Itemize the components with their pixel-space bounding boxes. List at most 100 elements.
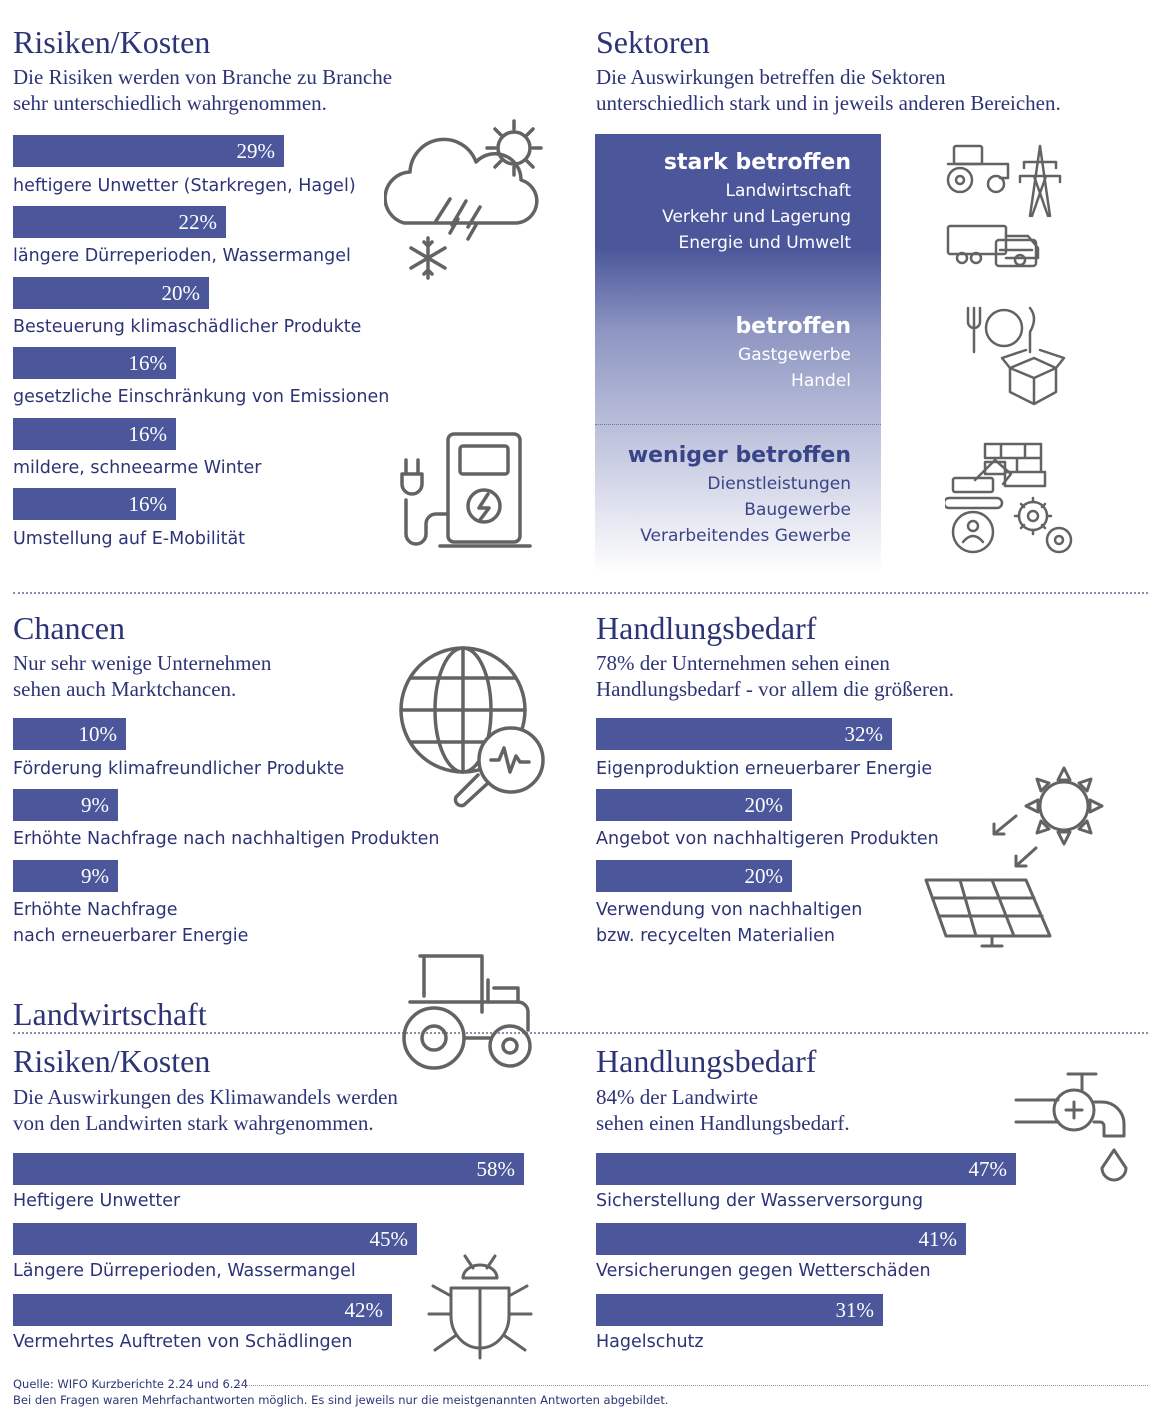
sector-heading: stark betroffen — [663, 150, 851, 175]
bar-label: Besteuerung klimaschädlicher Produkte — [13, 317, 362, 337]
bar-chance-1: 9% — [13, 789, 118, 821]
bar-value: 9% — [81, 864, 109, 888]
sector-item: Gastgewerbe — [738, 345, 851, 365]
bar-label: Eigenproduktion erneuerbarer Energie — [596, 759, 933, 779]
section-divider — [13, 592, 1148, 594]
bar-label: Versicherungen gegen Wetterschäden — [596, 1261, 931, 1281]
bar-label: Verwendung von nachhaltigen — [596, 900, 863, 920]
sektoren-subtitle-2: unterschiedlich stark und in jeweils and… — [596, 91, 1061, 115]
handlung-subtitle-2: Handlungsbedarf - vor allem die größeren… — [596, 677, 955, 701]
lw-risiken-subtitle-1: Die Auswirkungen des Klimawandels werden — [13, 1085, 398, 1109]
bar-value: 20% — [161, 281, 201, 305]
faucet-icon — [1014, 1072, 1128, 1182]
bar-risk-3: 16% — [13, 347, 176, 379]
risiken-subtitle-1: Die Risiken werden von Branche zu Branch… — [13, 65, 393, 89]
risiken-subtitle-2: sehr unterschiedlich wahrgenommen. — [13, 91, 327, 115]
bar-risk-5: 16% — [13, 488, 176, 520]
sektoren-title: Sektoren — [596, 24, 710, 60]
bar-label: Erhöhte Nachfrage — [13, 900, 178, 920]
construction-industry-icon — [945, 442, 1073, 554]
solar-panel-icon — [924, 766, 1104, 948]
footnote: Bei den Fragen waren Mehrfachantworten m… — [13, 1393, 669, 1407]
source-note: Quelle: WIFO Kurzberichte 2.24 und 6.24 — [13, 1377, 249, 1391]
bug-icon — [427, 1254, 533, 1360]
sector-heading: betroffen — [735, 314, 851, 339]
chancen-subtitle-1: Nur sehr wenige Unternehmen — [13, 651, 272, 675]
bar-label: heftigere Unwetter (Starkregen, Hagel) — [13, 176, 356, 196]
bar-value: 22% — [178, 210, 218, 234]
bar-label: Hagelschutz — [596, 1332, 704, 1352]
bar-chance-0: 10% — [13, 718, 126, 750]
bar-label: Erhöhte Nachfrage nach nachhaltigen Prod… — [13, 829, 440, 849]
bar-value: 20% — [744, 793, 784, 817]
sector-group-betroffen: betroffen Gastgewerbe Handel — [595, 312, 881, 394]
bar-label: mildere, schneearme Winter — [13, 458, 262, 478]
bar-label: Vermehrtes Auftreten von Schädlingen — [13, 1332, 353, 1352]
sector-item: Verarbeitendes Gewerbe — [640, 526, 851, 546]
bar-value: 29% — [236, 139, 276, 163]
sector-item: Handel — [791, 371, 851, 391]
sector-item: Dienstleistungen — [707, 474, 851, 494]
lw-handlung-title: Handlungsbedarf — [596, 1043, 817, 1079]
sector-item: Verkehr und Lagerung — [662, 207, 851, 227]
sector-group-stark: stark betroffen Landwirtschaft Verkehr u… — [595, 148, 881, 256]
bar-lw-handlung-0: 47% — [596, 1153, 1016, 1185]
bar-label: Sicherstellung der Wasserversorgung — [596, 1191, 924, 1211]
footer-divider — [238, 1385, 1148, 1386]
risiken-title: Risiken/Kosten — [13, 24, 211, 60]
bar-value: 9% — [81, 793, 109, 817]
sector-item: Landwirtschaft — [725, 181, 851, 201]
sektoren-separator — [595, 292, 881, 293]
bar-value: 41% — [918, 1227, 958, 1251]
bar-label: längere Dürreperioden, Wassermangel — [13, 246, 351, 266]
bar-chance-2: 9% — [13, 860, 118, 892]
bar-risk-4: 16% — [13, 418, 176, 450]
ev-charger-icon — [400, 432, 532, 548]
bar-value: 47% — [968, 1157, 1008, 1181]
sektoren-gradient-panel — [595, 134, 881, 574]
bar-lw-risk-0: 58% — [13, 1153, 524, 1185]
lw-risiken-title: Risiken/Kosten — [13, 1043, 211, 1079]
bar-handlung-2: 20% — [596, 860, 792, 892]
bar-handlung-1: 20% — [596, 789, 792, 821]
bar-lw-handlung-2: 31% — [596, 1294, 883, 1326]
landwirtschaft-title: Landwirtschaft — [13, 996, 207, 1032]
lw-risiken-subtitle-2: von den Landwirten stark wahrgenommen. — [13, 1111, 374, 1135]
chancen-title: Chancen — [13, 610, 125, 646]
weather-icon — [384, 119, 543, 280]
bar-label: gesetzliche Einschränkung von Emissionen — [13, 387, 390, 407]
bar-lw-risk-2: 42% — [13, 1294, 392, 1326]
handlung-subtitle-1: 78% der Unternehmen sehen einen — [596, 651, 890, 675]
sektoren-separator — [595, 424, 881, 425]
bar-lw-risk-1: 45% — [13, 1223, 417, 1255]
sector-item: Baugewerbe — [744, 500, 851, 520]
bar-label: Heftigere Unwetter — [13, 1191, 181, 1211]
bar-label: Längere Dürreperioden, Wassermangel — [13, 1261, 356, 1281]
section-divider — [13, 1032, 1148, 1034]
bar-value: 20% — [744, 864, 784, 888]
bar-label: Umstellung auf E-Mobilität — [13, 529, 246, 549]
lw-handlung-subtitle-1: 84% der Landwirte — [596, 1085, 759, 1109]
bar-value: 31% — [835, 1298, 875, 1322]
bar-handlung-0: 32% — [596, 718, 892, 750]
bar-risk-2: 20% — [13, 277, 209, 309]
bar-value: 16% — [128, 422, 168, 446]
bar-label-line2: nach erneuerbarer Energie — [13, 926, 249, 946]
tractor-truck-pylon-icon — [946, 144, 1062, 268]
tractor-icon — [402, 954, 532, 1070]
sector-item: Energie und Umwelt — [678, 233, 851, 253]
bar-label: Förderung klimafreundlicher Produkte — [13, 759, 345, 779]
sector-heading: weniger betroffen — [627, 443, 851, 468]
bar-label-line2: bzw. recycelten Materialien — [596, 926, 836, 946]
sector-group-weniger: weniger betroffen Dienstleistungen Bauge… — [595, 441, 881, 549]
bar-value: 10% — [78, 722, 118, 746]
bar-lw-handlung-1: 41% — [596, 1223, 966, 1255]
bar-value: 42% — [344, 1298, 384, 1322]
bar-value: 45% — [369, 1227, 409, 1251]
chancen-subtitle-2: sehen auch Marktchancen. — [13, 677, 237, 701]
globe-magnifier-icon — [399, 646, 545, 808]
bar-value: 16% — [128, 351, 168, 375]
bar-value: 32% — [844, 722, 884, 746]
lw-handlung-subtitle-2: sehen einen Handlungsbedarf. — [596, 1111, 850, 1135]
bar-label: Angebot von nachhaltigeren Produkten — [596, 829, 939, 849]
